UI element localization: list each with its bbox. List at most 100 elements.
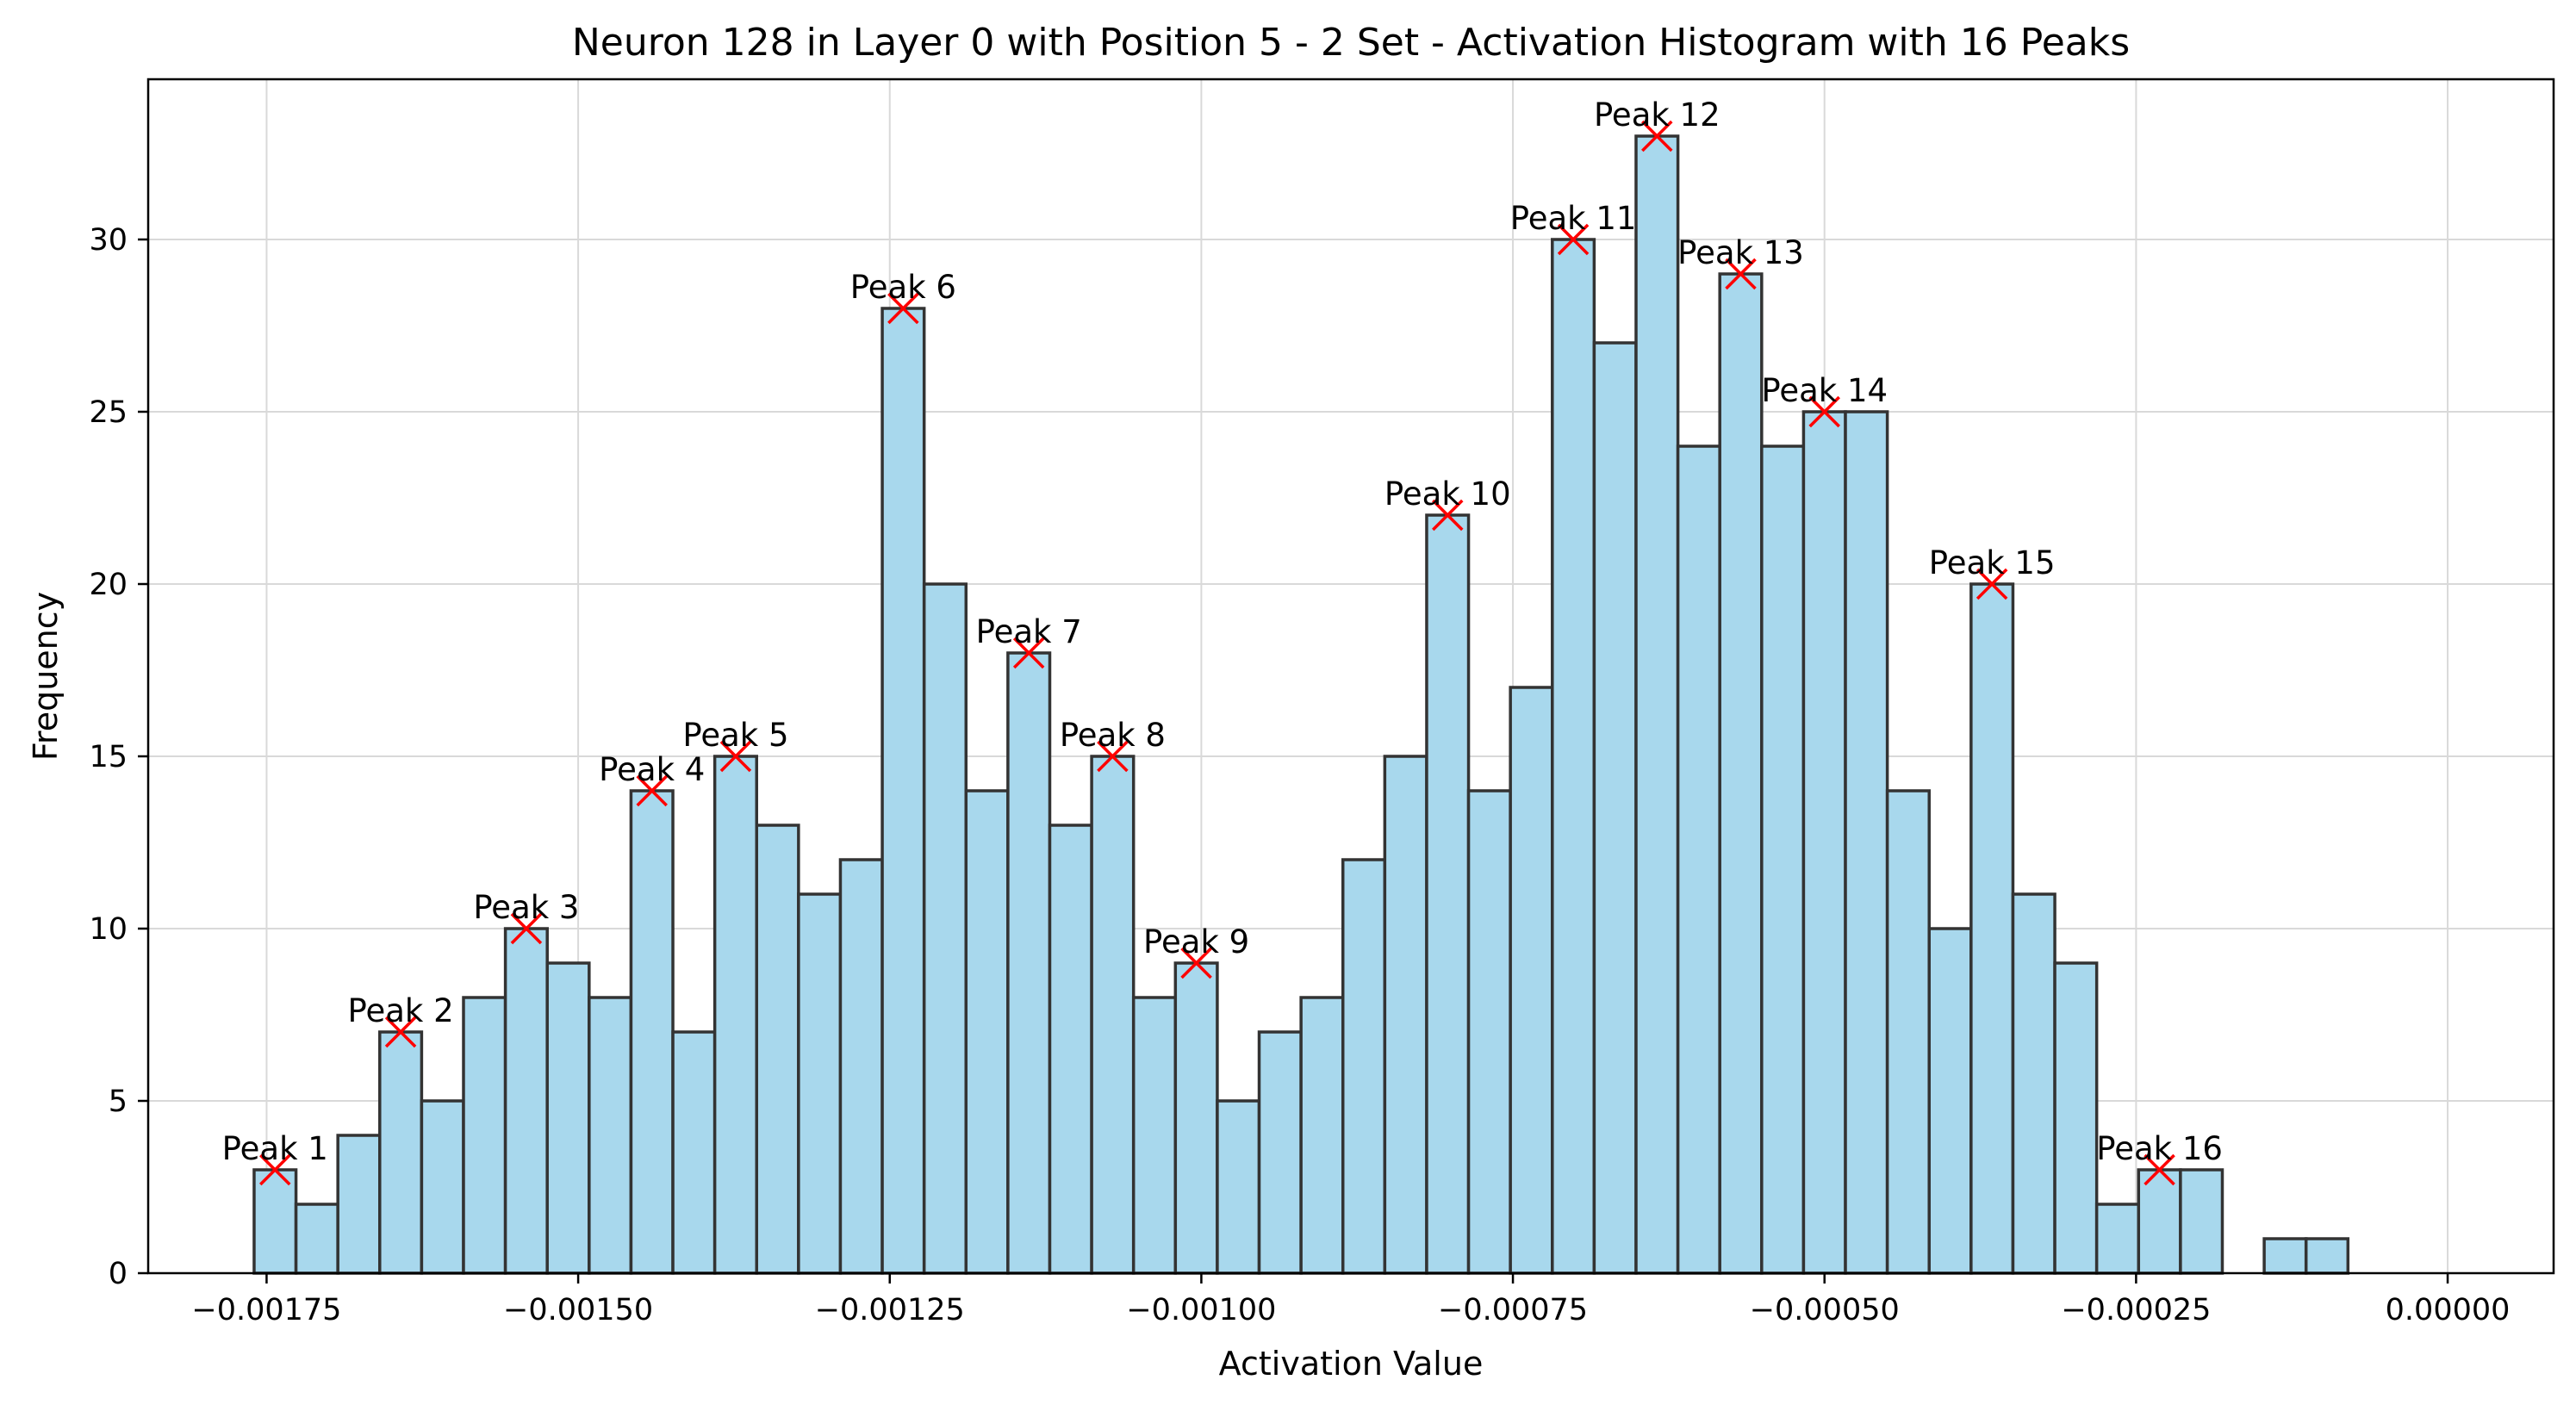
peak-marker — [719, 740, 752, 773]
histogram-bar — [1131, 996, 1178, 1275]
x-axis-ticks: −0.00175 −0.00150 −0.00125 −0.00100 −0.00075… — [191, 1273, 2510, 1327]
peak-label: Peak 3 — [473, 889, 579, 926]
histogram-bar — [1885, 789, 1931, 1275]
y-axis-label: Frequency — [27, 592, 65, 761]
histogram-bar — [1760, 444, 1806, 1275]
peak-marker — [1808, 395, 1840, 428]
y-tick-label: 30 — [89, 223, 128, 258]
histogram-bar — [712, 755, 758, 1275]
histogram-bar — [880, 307, 926, 1275]
peak-label: Peak 6 — [850, 269, 956, 306]
peak-marker — [887, 292, 919, 325]
y-tick-label: 0 — [109, 1257, 128, 1291]
x-tick-label: −0.00125 — [815, 1293, 965, 1327]
peak-label: Peak 11 — [1510, 200, 1637, 237]
y-tick-label: 10 — [89, 912, 128, 947]
histogram-bar — [1801, 410, 1847, 1275]
peak-marker — [1097, 740, 1129, 773]
histogram-bar — [1969, 582, 2015, 1275]
histogram-bar — [2094, 1203, 2141, 1275]
peak-label: Peak 7 — [976, 613, 1082, 650]
histogram-bar — [1383, 755, 1428, 1275]
histogram-bar — [294, 1203, 339, 1275]
y-tick-label: 15 — [89, 740, 128, 774]
histogram-bar — [1551, 238, 1596, 1275]
histogram-bar — [2179, 1168, 2224, 1275]
histogram-bar — [336, 1134, 382, 1275]
histogram-bar — [2262, 1237, 2308, 1275]
peak-marker — [259, 1153, 291, 1186]
histogram-bar — [2304, 1237, 2350, 1275]
histogram-bar — [1006, 651, 1052, 1275]
peak-label: Peak 9 — [1143, 923, 1249, 960]
peak-label: Peak 8 — [1060, 717, 1166, 754]
peak-marker — [1012, 637, 1045, 669]
x-axis-label: Activation Value — [1219, 1345, 1484, 1383]
histogram-bar — [1676, 444, 1721, 1275]
histogram-bar — [838, 858, 884, 1275]
peak-label: Peak 16 — [2096, 1130, 2223, 1167]
peak-label: Peak 14 — [1761, 372, 1888, 409]
peak-marker — [1180, 947, 1212, 979]
histogram-bar — [420, 1099, 465, 1275]
histogram-bar — [1048, 824, 1093, 1275]
histogram-bar — [1592, 341, 1638, 1275]
histogram-bar — [629, 789, 675, 1275]
peak-marker — [636, 774, 668, 807]
peak-marker — [2144, 1153, 2175, 1186]
peak-marker — [510, 912, 543, 945]
histogram-bar — [1466, 789, 1512, 1275]
histogram-bar — [797, 892, 843, 1275]
x-tick-label: −0.00025 — [2061, 1293, 2211, 1327]
x-tick-label: −0.00050 — [1750, 1293, 1900, 1327]
histogram-bar — [2011, 892, 2056, 1275]
x-tick-label: −0.00100 — [1126, 1293, 1276, 1327]
histogram-bar — [1173, 961, 1219, 1275]
plot-frame — [146, 78, 2555, 1275]
histogram-bar — [588, 996, 633, 1275]
peak-marker — [1725, 258, 1757, 290]
peak-label: Peak 13 — [1677, 234, 1804, 271]
histogram-bar — [1927, 927, 1973, 1275]
histogram-bar — [1341, 858, 1387, 1275]
histogram-bar — [671, 1030, 717, 1275]
histogram-bar — [1844, 410, 1889, 1275]
bars-layer — [252, 134, 2350, 1275]
peak-label: Peak 15 — [1929, 544, 2056, 581]
peak-label: Peak 4 — [599, 751, 705, 788]
histogram-bar — [1718, 272, 1764, 1275]
peak-label: Peak 2 — [348, 992, 454, 1029]
histogram-bar — [252, 1168, 298, 1275]
peak-label: Peak 12 — [1594, 96, 1720, 134]
y-tick-label: 5 — [109, 1085, 128, 1119]
y-tick-label: 25 — [89, 395, 128, 430]
histogram-bar — [1090, 755, 1136, 1275]
histogram-bar — [922, 582, 968, 1275]
y-axis-ticks: 0 5 10 15 20 25 30 — [89, 223, 148, 1291]
histogram-bar — [1299, 996, 1345, 1275]
histogram-bar — [1216, 1099, 1261, 1275]
y-tick-label: 20 — [89, 568, 128, 602]
histogram-bar — [964, 789, 1010, 1275]
histogram-bar — [2137, 1168, 2182, 1275]
peak-label: Peak 10 — [1384, 476, 1511, 513]
peak-marker — [1432, 499, 1464, 531]
histogram-bar — [1425, 513, 1471, 1275]
histogram-bar — [1509, 686, 1554, 1275]
histogram-bar — [462, 996, 507, 1275]
x-tick-label: −0.00150 — [503, 1293, 653, 1327]
peak-label: Peak 5 — [682, 717, 788, 754]
histogram-bar — [545, 961, 591, 1275]
histogram-bar — [378, 1030, 424, 1275]
histogram-bar — [755, 824, 800, 1275]
peak-marker — [1976, 568, 2008, 600]
chart-title: Neuron 128 in Layer 0 with Position 5 - … — [572, 21, 2130, 65]
peak-marker — [1557, 223, 1590, 256]
peak-markers-layer — [259, 120, 2175, 1186]
x-tick-label: −0.00075 — [1438, 1293, 1588, 1327]
peak-label: Peak 1 — [222, 1130, 328, 1167]
histogram-bar — [503, 927, 549, 1275]
